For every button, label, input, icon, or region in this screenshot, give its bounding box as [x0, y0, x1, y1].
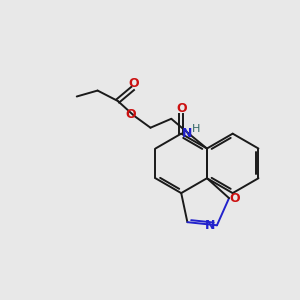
Text: O: O	[125, 108, 136, 121]
Text: O: O	[230, 192, 240, 205]
Text: O: O	[129, 76, 140, 90]
Text: H: H	[192, 124, 200, 134]
Text: N: N	[182, 127, 192, 140]
Text: N: N	[205, 219, 216, 232]
Text: O: O	[176, 103, 187, 116]
